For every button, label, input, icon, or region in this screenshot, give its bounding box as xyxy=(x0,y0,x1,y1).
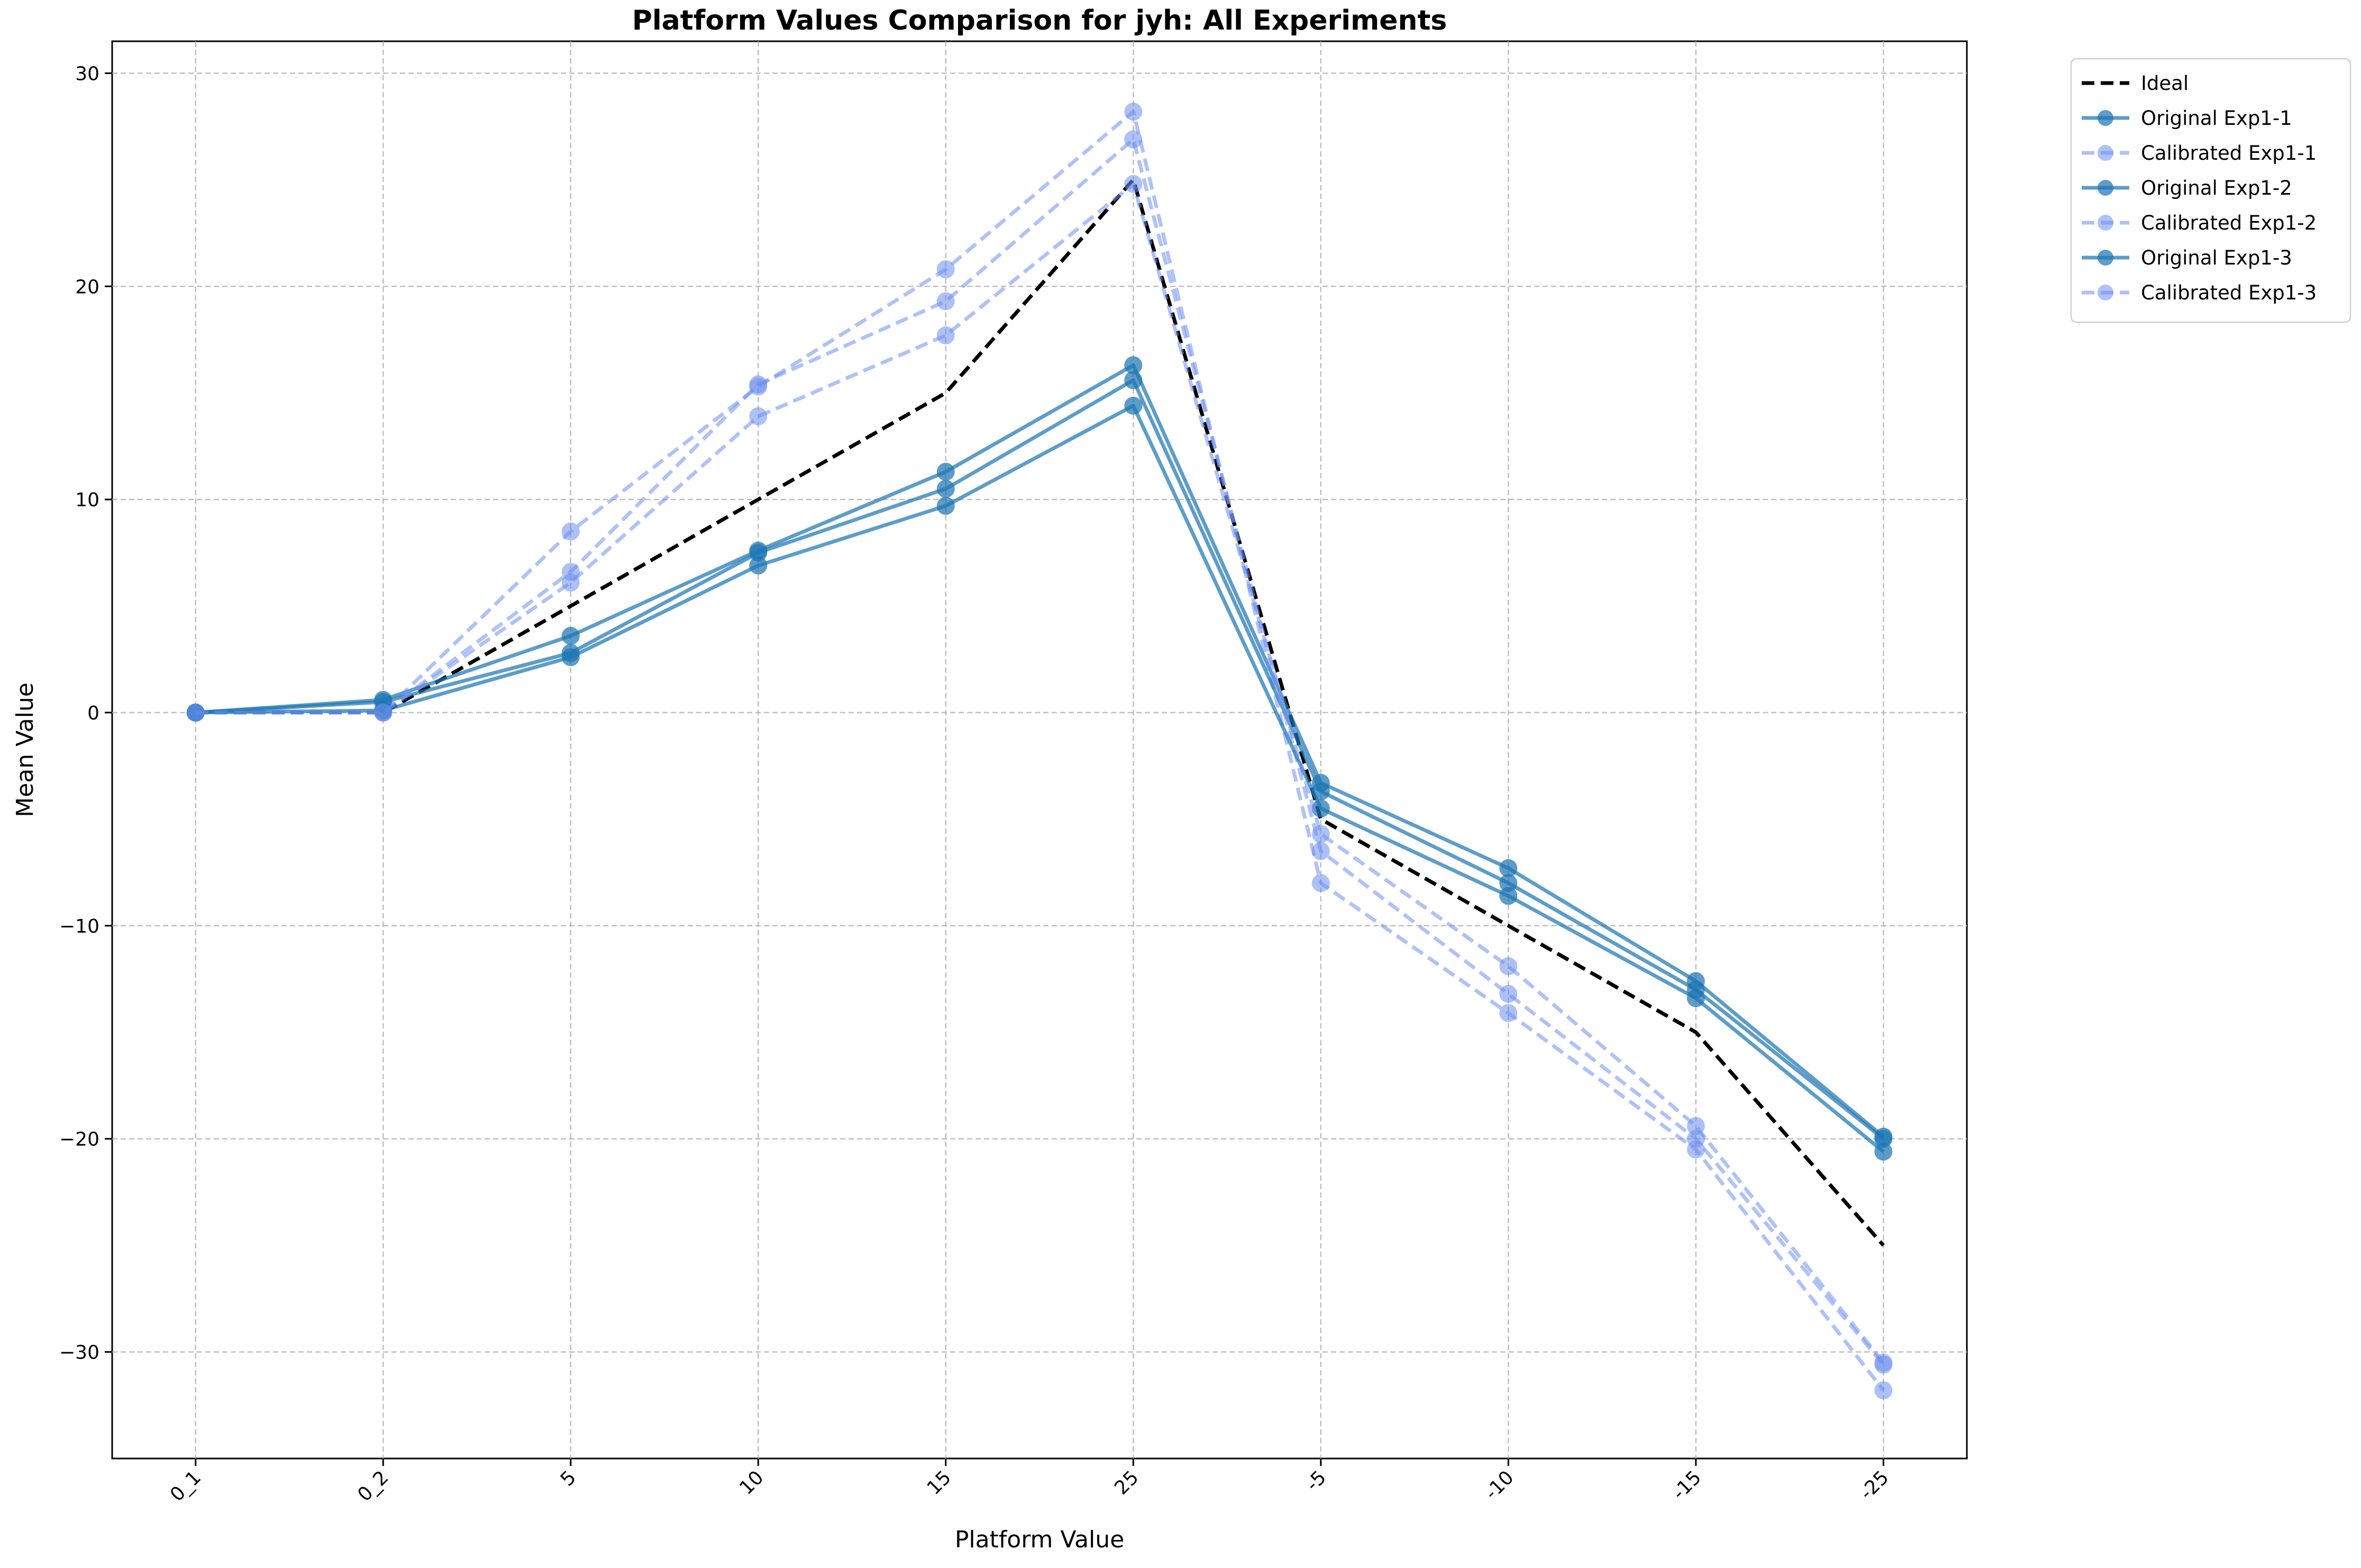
series-calibrated-exp1-2 xyxy=(186,130,1893,1374)
data-point xyxy=(374,704,393,722)
legend-label: Calibrated Exp1-2 xyxy=(2141,212,2317,234)
data-point xyxy=(561,573,580,592)
x-tick-label: -10 xyxy=(1481,1466,1518,1504)
legend-marker xyxy=(2098,285,2113,300)
data-point xyxy=(936,462,955,481)
x-tick-label: 0_1 xyxy=(166,1466,205,1506)
data-point xyxy=(749,375,768,394)
y-tick-label: 20 xyxy=(75,276,99,298)
legend-label: Calibrated Exp1-1 xyxy=(2141,142,2317,165)
legend-label: Original Exp1-3 xyxy=(2141,247,2292,269)
x-tick-label: 5 xyxy=(557,1466,580,1490)
series-original-exp1-1 xyxy=(186,356,1893,1146)
series-line xyxy=(195,110,1885,1392)
x-axis-title: Platform Value xyxy=(955,1526,1124,1553)
data-point xyxy=(1874,1381,1893,1400)
data-point xyxy=(936,497,955,515)
legend-label: Calibrated Exp1-3 xyxy=(2141,281,2317,304)
data-point xyxy=(936,480,955,498)
data-point xyxy=(1124,102,1143,121)
legend-item: Original Exp1-1 xyxy=(2082,107,2292,130)
series-line xyxy=(195,182,1885,1364)
x-tick-label: -15 xyxy=(1669,1466,1706,1504)
y-axis-title: Mean Value xyxy=(12,682,39,817)
x-tick-label: 0_2 xyxy=(354,1466,393,1506)
legend-item: Ideal xyxy=(2082,72,2189,95)
legend-item: Original Exp1-3 xyxy=(2082,247,2292,269)
x-tick-label: 10 xyxy=(735,1466,768,1499)
legend: Ideal Original Exp1-1 Calibrated Exp1-1 Ori… xyxy=(2070,58,2351,323)
axes: 0_1 0_2 5 10 15 25 -5 -10 -15 -25 30 20 10 0 −10 −20 −30 xyxy=(59,63,1893,1506)
data-point xyxy=(1499,1004,1518,1023)
series-line xyxy=(195,363,1885,1138)
series-line xyxy=(195,378,1885,1141)
x-tick-label: 25 xyxy=(1110,1466,1143,1499)
data-point xyxy=(1687,1117,1705,1135)
data-point xyxy=(1499,957,1518,976)
x-tick-label: -25 xyxy=(1856,1466,1893,1504)
y-tick-label: 10 xyxy=(75,489,99,511)
data-point xyxy=(1124,396,1143,415)
data-point xyxy=(561,626,580,645)
legend-marker xyxy=(2098,180,2113,196)
data-point xyxy=(561,522,580,541)
y-tick-label: −10 xyxy=(59,916,99,937)
data-point xyxy=(1124,130,1143,149)
data-point xyxy=(1874,1142,1893,1161)
legend-marker xyxy=(2098,215,2113,231)
legend-label: Ideal xyxy=(2141,72,2189,95)
legend-box xyxy=(2070,58,2351,323)
legend-item: Calibrated Exp1-3 xyxy=(2082,281,2317,304)
data-point xyxy=(749,557,768,575)
data-point xyxy=(1311,842,1330,860)
x-tick-label: -5 xyxy=(1302,1466,1330,1495)
y-tick-label: −30 xyxy=(59,1342,99,1364)
legend-marker xyxy=(2098,145,2113,161)
data-point xyxy=(1874,1353,1893,1372)
data-point xyxy=(1687,989,1705,1007)
series-original-exp1-3 xyxy=(186,396,1893,1161)
y-tick-label: 0 xyxy=(87,703,99,724)
grid xyxy=(112,41,1967,1458)
legend-item: Original Exp1-2 xyxy=(2082,177,2292,199)
data-point xyxy=(936,260,955,279)
legend-label: Original Exp1-1 xyxy=(2141,107,2292,130)
data-point xyxy=(186,704,205,722)
series-layer xyxy=(186,102,1893,1400)
data-point xyxy=(936,292,955,311)
data-point xyxy=(1499,887,1518,905)
series-line xyxy=(195,404,1885,1153)
series-original-exp1-2 xyxy=(186,371,1893,1148)
data-point xyxy=(749,407,768,426)
legend-marker xyxy=(2098,250,2113,266)
data-point xyxy=(1499,984,1518,1003)
data-point xyxy=(1311,825,1330,843)
data-point xyxy=(1124,371,1143,389)
data-point xyxy=(1124,175,1143,193)
data-point xyxy=(936,326,955,344)
legend-item: Calibrated Exp1-1 xyxy=(2082,142,2317,165)
series-ideal xyxy=(195,178,1885,1247)
y-tick-label: 30 xyxy=(75,63,99,85)
legend-item: Calibrated Exp1-2 xyxy=(2082,212,2317,234)
data-point xyxy=(561,648,580,667)
plot-area xyxy=(111,40,1968,1460)
series-line xyxy=(195,178,1885,1247)
y-tick-label: −20 xyxy=(59,1129,99,1151)
data-point xyxy=(1311,874,1330,892)
chart-title: Platform Values Comparison for jyh: All … xyxy=(632,5,1447,37)
series-calibrated-exp1-3 xyxy=(186,175,1893,1372)
data-point xyxy=(1499,859,1518,878)
series-calibrated-exp1-1 xyxy=(186,102,1893,1400)
x-tick-label: 15 xyxy=(923,1466,955,1499)
legend-marker xyxy=(2098,110,2113,126)
series-line xyxy=(195,137,1885,1366)
legend-label: Original Exp1-2 xyxy=(2141,177,2292,199)
